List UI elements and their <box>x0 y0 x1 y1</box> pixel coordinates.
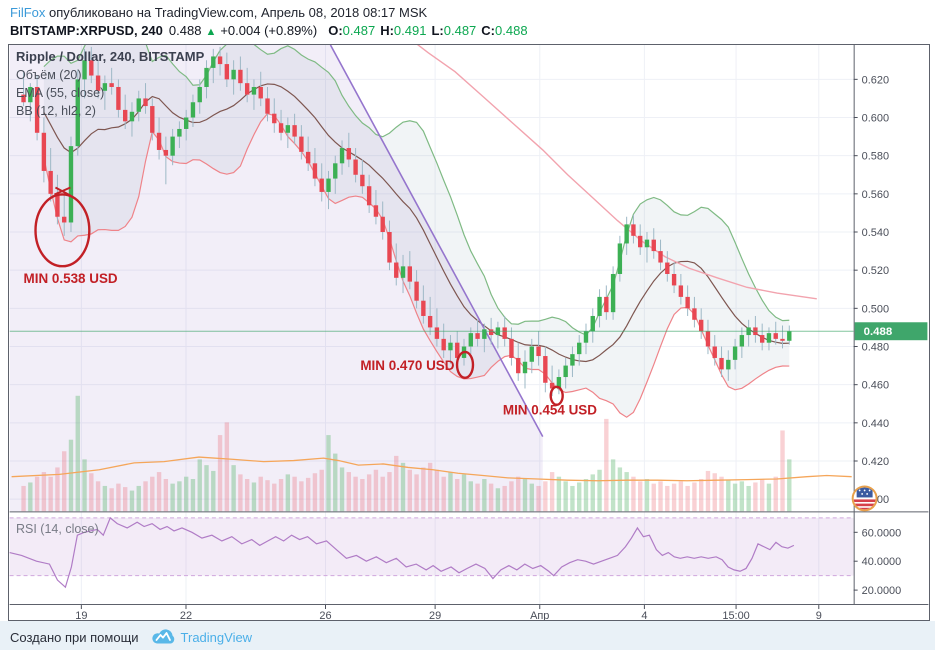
svg-text:0.460: 0.460 <box>862 380 889 392</box>
trend-line[interactable] <box>329 45 544 438</box>
ema55-line <box>416 45 817 300</box>
min-label-1[interactable]: MIN 0.470 USD <box>360 358 454 373</box>
min-circle-2[interactable] <box>549 385 564 406</box>
bb-middle-line <box>43 83 790 363</box>
min-circle-1[interactable] <box>455 350 475 380</box>
scribble-cross <box>54 186 71 197</box>
header: FilFox опубликовано на TradingView.com, … <box>0 0 935 44</box>
svg-text:0.480: 0.480 <box>862 341 889 353</box>
bb-fill <box>43 45 790 418</box>
svg-text:0.620: 0.620 <box>862 74 889 86</box>
price-axis[interactable]: 0.620 0.600 0.580 0.560 0.540 0.520 0.500 0.480… <box>853 74 928 597</box>
svg-text:0.600: 0.600 <box>862 112 889 124</box>
svg-text:0.488: 0.488 <box>864 326 893 338</box>
svg-text:29: 29 <box>429 610 441 620</box>
rsi-indicator-label[interactable]: RSI (14, close) <box>16 522 99 536</box>
trend-area-fill[interactable] <box>9 45 543 512</box>
tradingview-brand-link[interactable]: TradingView <box>180 629 253 645</box>
bb-upper-line <box>43 45 790 336</box>
svg-text:0.520: 0.520 <box>862 265 889 277</box>
footer: Создано при помощи TradingView <box>0 621 935 650</box>
rsi-line <box>9 516 795 589</box>
rsi-pane <box>9 516 854 589</box>
svg-text:60.0000: 60.0000 <box>862 527 902 539</box>
svg-text:0.500: 0.500 <box>862 303 889 315</box>
bb-lower-line <box>43 112 790 418</box>
close-value: 0.488 <box>495 23 528 38</box>
open-value: 0.487 <box>342 23 376 38</box>
symbol-line: BITSTAMP:XRPUSD, 240 0.488 ▲ +0.004 (+0.89%… <box>10 23 528 38</box>
footer-created-text: Создано при помощи <box>10 629 139 645</box>
publish-line: FilFox опубликовано на TradingView.com, … <box>10 5 427 20</box>
svg-text:22: 22 <box>180 610 192 620</box>
svg-text:0.540: 0.540 <box>862 227 889 239</box>
symbol-name: BITSTAMP:XRPUSD, 240 <box>10 23 163 38</box>
up-arrow-icon: ▲ <box>205 26 217 38</box>
svg-text:0.440: 0.440 <box>862 418 889 430</box>
author-link[interactable]: FilFox <box>10 5 46 20</box>
time-axis[interactable]: 19 22 26 29 Апр 4 15:00 9 <box>75 605 822 620</box>
main-pane <box>9 45 854 512</box>
svg-text:19: 19 <box>75 610 87 620</box>
svg-text:9: 9 <box>816 610 822 620</box>
svg-text:0.580: 0.580 <box>862 151 889 163</box>
svg-text:20.0000: 20.0000 <box>862 585 902 597</box>
last-price-label <box>854 322 928 341</box>
min-label-0[interactable]: MIN 0.538 USD <box>24 271 118 286</box>
min-circle-0[interactable] <box>34 193 91 268</box>
usd-flag-icon <box>851 485 878 512</box>
svg-text:26: 26 <box>319 610 331 620</box>
high-value: 0.491 <box>393 23 427 38</box>
svg-text:Апр: Апр <box>530 610 549 620</box>
annotations-layer[interactable]: MIN 0.538 USD MIN 0.470 USD MIN 0.454 USD <box>24 186 598 418</box>
price-change: +0.004 (+0.89%) <box>220 23 318 38</box>
svg-text:15:00: 15:00 <box>722 610 749 620</box>
last-price: 0.488 <box>168 23 202 38</box>
price-chart-canvas[interactable]: MIN 0.538 USD MIN 0.470 USD MIN 0.454 USD 0… <box>9 45 929 620</box>
svg-text:0.560: 0.560 <box>862 189 889 201</box>
svg-text:0.420: 0.420 <box>862 456 889 468</box>
pane-dividers <box>9 45 929 606</box>
ohlc-values: O:0.487 H:0.491 L:0.487 C:0.488 <box>328 23 528 38</box>
svg-text:4: 4 <box>641 610 647 620</box>
published-text: опубликовано на TradingView.com, Апрель … <box>45 5 428 20</box>
chart-container: MIN 0.538 USD MIN 0.470 USD MIN 0.454 USD 0… <box>8 44 930 621</box>
svg-text:40.0000: 40.0000 <box>862 556 902 568</box>
volume-bars <box>21 395 792 512</box>
volume-ma-line <box>11 456 852 482</box>
low-value: 0.487 <box>443 23 477 38</box>
candles-layer <box>21 46 792 397</box>
min-label-2[interactable]: MIN 0.454 USD <box>503 403 597 418</box>
tradingview-logo-icon[interactable] <box>151 626 175 648</box>
